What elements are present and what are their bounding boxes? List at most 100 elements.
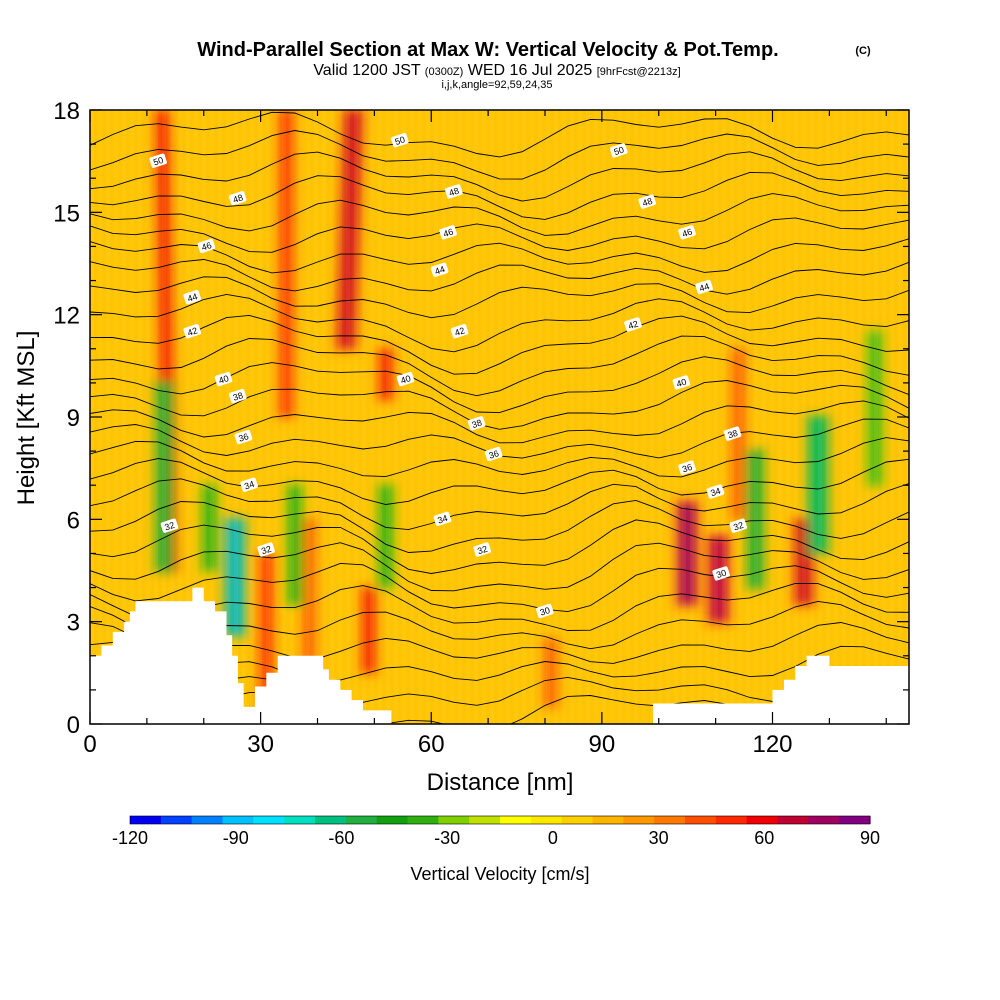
theta-contour-line xyxy=(90,519,909,574)
theta-label-text: 44 xyxy=(186,291,199,304)
theta-contour-label: 48 xyxy=(638,194,657,209)
theta-label-box xyxy=(723,426,742,441)
theta-label-text: 40 xyxy=(399,373,412,386)
theta-label-text: 46 xyxy=(200,240,213,253)
y-tick-label: 3 xyxy=(67,610,80,637)
colorbar-segment xyxy=(407,816,439,824)
theta-label-box xyxy=(228,388,247,404)
colorbar-segment xyxy=(130,816,162,824)
theta-label-box xyxy=(638,194,657,209)
chart-title: Wind-Parallel Section at Max W: Vertical… xyxy=(197,39,778,61)
theta-contour-line xyxy=(90,111,909,158)
theta-contour-label: 48 xyxy=(228,191,247,206)
theta-contour-label: 44 xyxy=(695,279,713,295)
colorbar-tick-label: 0 xyxy=(548,828,558,848)
colorbar-segment xyxy=(685,816,717,824)
theta-label-text: 32 xyxy=(732,520,745,533)
theta-label-box xyxy=(240,477,258,492)
colorbar-segment xyxy=(345,816,378,824)
y-tick-label: 6 xyxy=(67,507,80,534)
theta-contour-label: 40 xyxy=(214,371,233,387)
theta-contour-label: 32 xyxy=(160,518,179,533)
colorbar-segment xyxy=(469,816,501,824)
x-tick-label: 90 xyxy=(589,731,616,758)
colorbar-segment xyxy=(376,816,409,824)
colorbar-segment xyxy=(715,816,748,824)
theta-label-box xyxy=(433,511,452,527)
colorbar xyxy=(129,815,871,825)
x-tick-label: 0 xyxy=(83,731,96,758)
x-tick-label: 30 xyxy=(247,731,274,758)
colorbar-segment xyxy=(284,816,316,824)
theta-label-text: 38 xyxy=(470,417,483,430)
theta-label-text: 48 xyxy=(232,192,245,205)
theta-contour-label: 38 xyxy=(228,388,247,404)
y-tick-label: 15 xyxy=(53,200,80,227)
valid-time-line: Valid 1200 JST (0300Z) WED 16 Jul 2025 [… xyxy=(313,62,680,79)
x-tick-label: 60 xyxy=(418,731,445,758)
theta-label-text: 34 xyxy=(436,513,449,526)
colorbar-segment xyxy=(746,816,779,824)
colorbar-ticks: -120 -90 -60 -30 0 30 60 90 xyxy=(112,828,880,848)
theta-contour-line xyxy=(90,171,909,220)
theta-contour-line xyxy=(90,314,909,375)
theta-label-text: 46 xyxy=(681,226,694,239)
theta-label-text: 42 xyxy=(186,325,199,338)
theta-label-box xyxy=(536,603,554,619)
theta-contour-line xyxy=(90,400,909,444)
theta-contour-label: 38 xyxy=(723,426,742,441)
theta-contour-label: 32 xyxy=(257,542,275,557)
theta-label-box xyxy=(609,143,628,158)
theta-label-box xyxy=(396,371,415,387)
theta-label-text: 44 xyxy=(698,281,711,294)
theta-label-text: 34 xyxy=(243,479,256,492)
theta-contour-line xyxy=(90,259,909,295)
theta-contour-line xyxy=(90,293,909,353)
theta-contour-line xyxy=(90,478,909,531)
theta-label-text: 50 xyxy=(152,155,165,168)
colorbar-segment xyxy=(315,816,347,824)
theta-contour-label: 48 xyxy=(445,184,463,199)
colorbar-label: Vertical Velocity [cm/s] xyxy=(410,864,589,884)
colorbar-segment xyxy=(808,816,840,824)
theta-label-box xyxy=(439,225,457,240)
theta-label-box xyxy=(257,542,275,557)
theta-contour-line xyxy=(90,193,909,236)
valid-date: WED 16 Jul 2025 xyxy=(468,62,593,79)
valid-prefix: Valid 1200 JST xyxy=(313,62,421,79)
theta-label-box xyxy=(149,153,167,168)
theta-label-box xyxy=(706,484,725,499)
theta-label-box xyxy=(695,279,713,295)
colorbar-tick-label: -60 xyxy=(328,828,354,848)
valid-utc: (0300Z) xyxy=(425,66,464,78)
theta-label-box xyxy=(450,324,469,339)
y-tick-label: 9 xyxy=(67,405,80,432)
theta-label-text: 50 xyxy=(613,145,626,158)
colorbar-segment xyxy=(438,816,470,824)
theta-label-box xyxy=(473,542,492,557)
theta-label-box xyxy=(391,133,409,148)
theta-contour-line xyxy=(90,542,909,592)
theta-contour-label: 32 xyxy=(729,518,748,533)
theta-contour-line xyxy=(90,238,909,274)
x-tick-label: 120 xyxy=(752,731,792,758)
theta-label-text: 32 xyxy=(260,544,273,557)
theta-contour-label: 30 xyxy=(712,566,730,581)
colorbar-frame xyxy=(129,815,871,825)
theta-label-box xyxy=(678,460,696,475)
theta-contour-line xyxy=(90,583,909,631)
colorbar-segment xyxy=(839,816,871,824)
colorbar-tick-label: -90 xyxy=(223,828,249,848)
theta-label-box xyxy=(183,289,202,305)
theta-label-text: 32 xyxy=(476,544,489,557)
theta-contour-label: 46 xyxy=(197,238,216,254)
theta-label-text: 30 xyxy=(539,605,552,618)
y-tick-label: 12 xyxy=(53,303,80,330)
theta-label-text: 30 xyxy=(715,568,728,581)
theta-contour-label: 42 xyxy=(450,324,469,339)
forecast-info: [9hrFcst@2213z] xyxy=(597,66,681,78)
theta-contour-label: 34 xyxy=(240,477,258,492)
colorbar-segment xyxy=(623,816,655,824)
theta-label-box xyxy=(712,566,730,581)
